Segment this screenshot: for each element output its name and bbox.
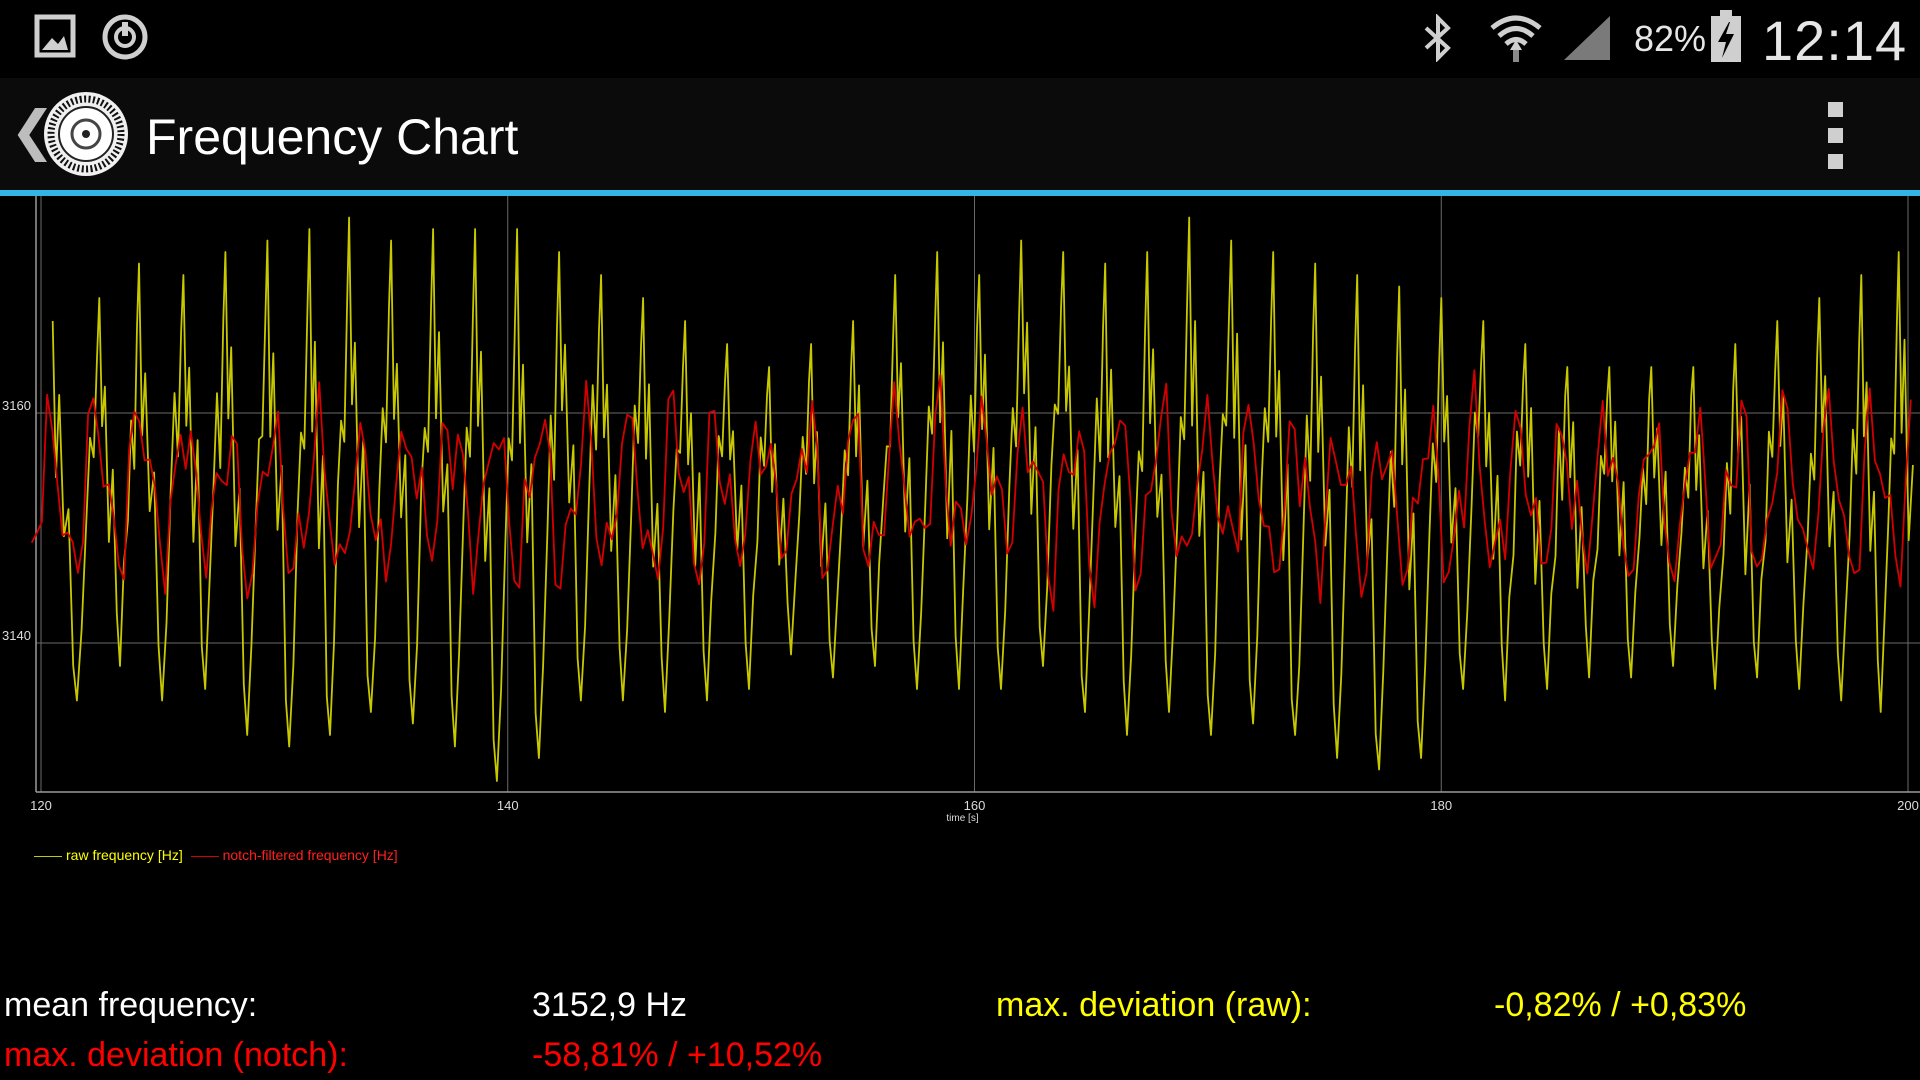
legend-raw-label: raw frequency [Hz] xyxy=(66,847,183,864)
status-bar: 82% 12:14 xyxy=(0,0,1920,76)
chart-labels: 120 140 160 180 200 3160 3140 time [s] xyxy=(2,398,1919,824)
chart-svg: 120 140 160 180 200 3160 3140 time [s] xyxy=(2,196,1920,824)
max-deviation-notch-label: max. deviation (notch): xyxy=(4,1036,348,1074)
mean-frequency-value: 3152,9 Hz xyxy=(532,986,687,1024)
gallery-icon xyxy=(34,14,76,58)
max-deviation-notch-value: -58,81% / +10,52% xyxy=(532,1036,823,1074)
battery-charging-icon xyxy=(1711,10,1741,62)
signal-icon xyxy=(1564,16,1610,60)
page-title: Frequency Chart xyxy=(146,109,519,165)
frequency-chart: 120 140 160 180 200 3160 3140 time [s] xyxy=(0,196,1920,846)
legend-notch-swatch xyxy=(190,856,219,858)
raw-frequency-line xyxy=(51,216,1914,782)
x-axis-title: time [s] xyxy=(946,813,978,824)
bluetooth-icon xyxy=(1424,14,1451,62)
y-tick-label: 3160 xyxy=(2,398,31,413)
action-bar: ❮ Frequency Chart xyxy=(0,78,1920,196)
legend-raw-swatch xyxy=(34,856,62,858)
chart-series xyxy=(30,216,1914,782)
wifi-icon xyxy=(1490,15,1542,62)
max-deviation-raw-value: -0,82% / +0,83% xyxy=(1494,986,1747,1024)
tuning-dial-icon[interactable] xyxy=(42,90,130,178)
power-sync-icon xyxy=(102,14,148,60)
chart-axes xyxy=(35,196,1920,793)
clock: 12:14 xyxy=(1762,9,1908,72)
battery-percent: 82% xyxy=(1634,18,1707,59)
max-deviation-raw-label: max. deviation (raw): xyxy=(996,986,1312,1024)
x-tick-label: 180 xyxy=(1430,798,1452,813)
legend-notch-label: notch-filtered frequency [Hz] xyxy=(222,847,398,864)
legend-raw: raw frequency [Hz] xyxy=(34,847,183,863)
x-tick-label: 120 xyxy=(30,798,52,813)
overflow-menu-icon[interactable] xyxy=(1812,100,1860,172)
mean-frequency-label: mean frequency: xyxy=(4,986,258,1024)
chart-grid xyxy=(36,196,1920,792)
notch-filtered-frequency-line xyxy=(30,369,1912,612)
x-tick-label: 140 xyxy=(497,798,519,813)
y-tick-label: 3140 xyxy=(2,628,31,643)
legend-notch: notch-filtered frequency [Hz] xyxy=(190,847,398,864)
x-tick-label: 160 xyxy=(964,798,986,813)
x-tick-label: 200 xyxy=(1897,798,1919,813)
chart-legend: raw frequency [Hz] notch-filtered freque… xyxy=(34,846,398,866)
